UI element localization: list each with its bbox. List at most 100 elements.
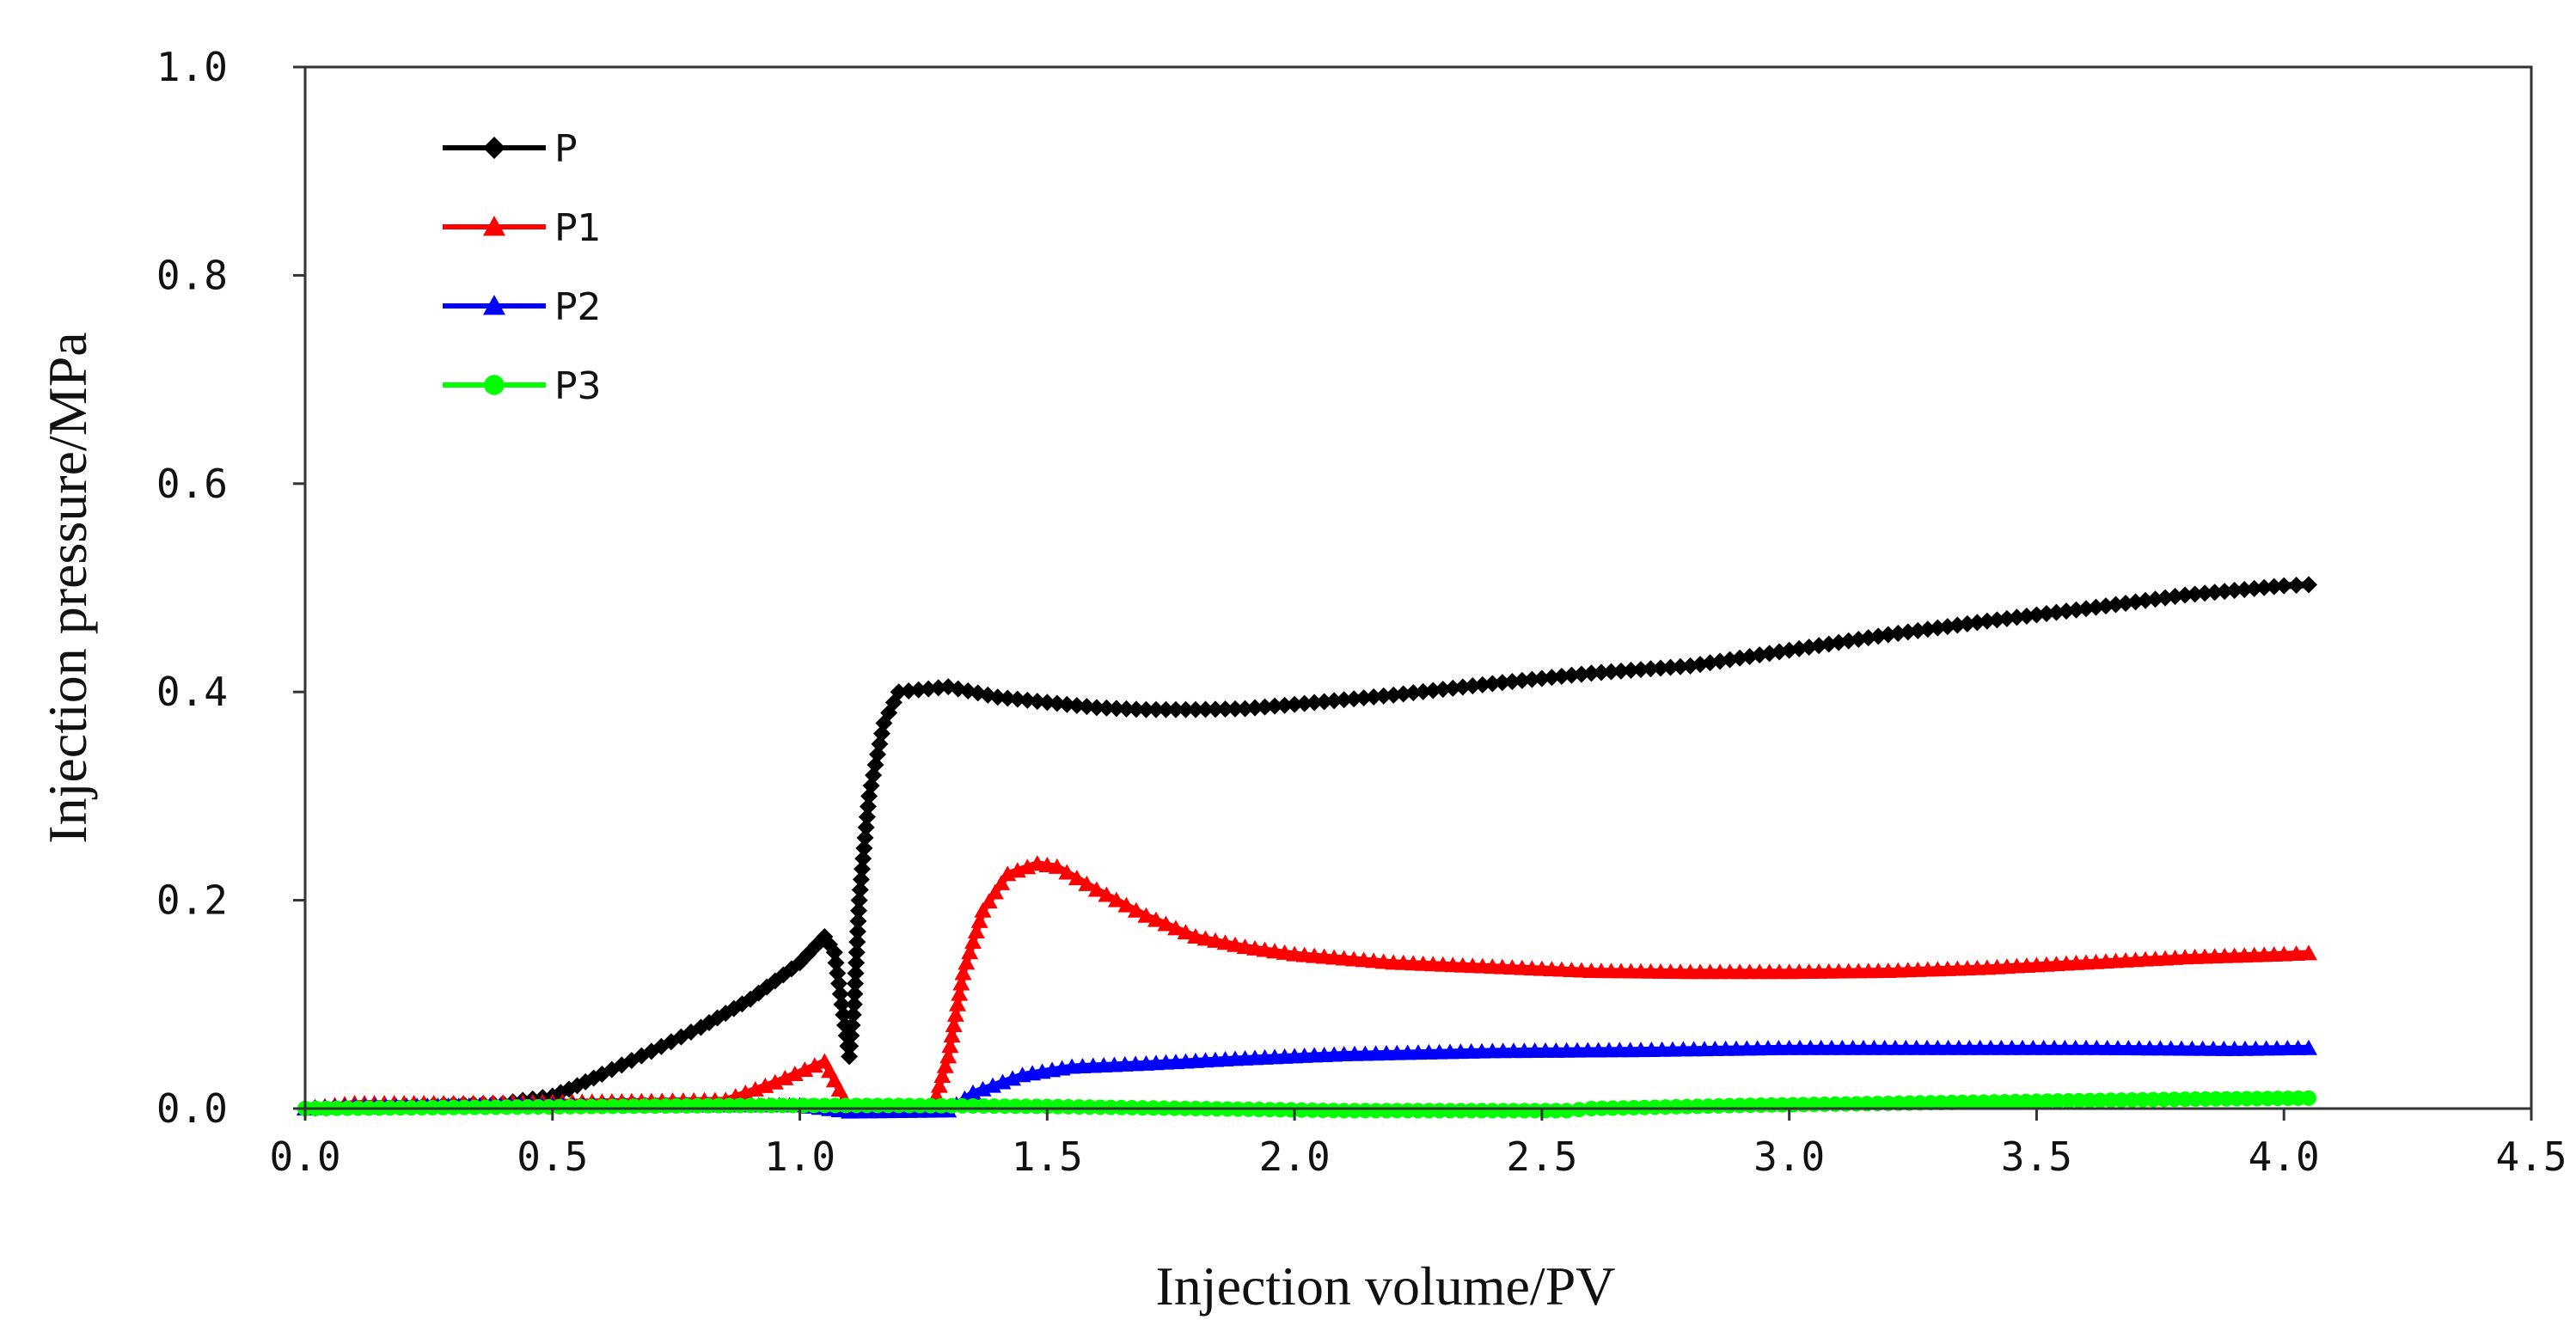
data-point-p bbox=[856, 828, 874, 846]
data-point-p bbox=[1661, 658, 1680, 676]
data-point-p bbox=[1632, 661, 1649, 679]
data-point-p bbox=[1276, 696, 1294, 714]
data-point-p bbox=[2300, 576, 2317, 594]
data-point-p3 bbox=[1474, 1103, 1490, 1119]
data-point-p1 bbox=[1107, 891, 1125, 907]
legend-marker bbox=[484, 375, 505, 395]
data-point-p bbox=[2225, 582, 2243, 600]
data-point-p bbox=[831, 985, 849, 1003]
y-tick-label: 0.2 bbox=[156, 877, 228, 924]
data-point-p3 bbox=[1527, 1103, 1543, 1119]
legend-marker bbox=[483, 216, 505, 236]
data-point-p bbox=[1582, 664, 1600, 682]
data-point-p bbox=[1998, 609, 2016, 627]
legend-item-p1: P1 bbox=[443, 206, 602, 250]
data-point-p bbox=[2216, 583, 2234, 601]
data-point-p bbox=[1563, 666, 1581, 684]
data-point-p3 bbox=[1347, 1103, 1362, 1119]
x-tick-label: 0.0 bbox=[269, 1133, 340, 1180]
data-point-p bbox=[1652, 659, 1670, 677]
data-point-p bbox=[1642, 660, 1660, 678]
data-point-p1 bbox=[1078, 875, 1096, 891]
x-tick-label: 4.0 bbox=[2249, 1133, 2320, 1180]
data-point-p bbox=[835, 1005, 853, 1023]
data-point-p3 bbox=[1506, 1103, 1521, 1119]
data-point-p bbox=[1107, 700, 1125, 718]
data-point-p bbox=[2008, 608, 2026, 626]
data-point-p3 bbox=[1431, 1103, 1447, 1119]
data-point-p bbox=[1672, 657, 1690, 675]
data-point-p1 bbox=[949, 995, 967, 1011]
data-point-p bbox=[1385, 686, 1403, 704]
data-point-p1 bbox=[1087, 881, 1105, 897]
data-point-p bbox=[1038, 693, 1056, 712]
data-point-p bbox=[847, 954, 866, 972]
data-point-p3 bbox=[1442, 1103, 1458, 1119]
data-point-p bbox=[1503, 673, 1521, 691]
data-point-p1 bbox=[1207, 932, 1225, 948]
data-point-p bbox=[999, 689, 1017, 707]
data-point-p1 bbox=[1166, 920, 1184, 936]
data-point-p bbox=[851, 881, 869, 899]
legend-label: P bbox=[554, 127, 578, 171]
data-point-p bbox=[1187, 700, 1204, 718]
data-point-p bbox=[848, 922, 866, 940]
data-point-p1 bbox=[786, 1066, 804, 1082]
data-point-p1 bbox=[2300, 944, 2317, 961]
data-point-p bbox=[855, 840, 873, 857]
data-point-p bbox=[852, 871, 870, 889]
data-point-p bbox=[1523, 670, 1541, 688]
data-point-p3 bbox=[1368, 1103, 1384, 1119]
data-point-p bbox=[854, 850, 872, 868]
data-point-p bbox=[847, 975, 865, 993]
data-point-p bbox=[1196, 700, 1215, 718]
legend-item-p: P bbox=[443, 127, 578, 171]
data-point-p bbox=[854, 860, 872, 878]
data-point-p1 bbox=[1068, 870, 1086, 886]
data-point-p1 bbox=[1127, 901, 1145, 918]
data-point-p bbox=[2186, 585, 2204, 603]
data-point-p bbox=[2067, 601, 2085, 619]
data-point-p bbox=[1513, 671, 1531, 689]
data-point-p bbox=[825, 944, 843, 962]
data-point-p3 bbox=[1484, 1103, 1501, 1119]
x-tick-label: 0.5 bbox=[517, 1133, 588, 1180]
data-point-p bbox=[1622, 661, 1640, 679]
data-point-p bbox=[1453, 678, 1472, 696]
legend-item-p3: P3 bbox=[443, 364, 602, 408]
data-point-p bbox=[1345, 690, 1363, 708]
data-point-p bbox=[1048, 694, 1066, 712]
data-point-p bbox=[1572, 665, 1590, 683]
data-point-p bbox=[1078, 698, 1096, 716]
legend-item-p2: P2 bbox=[443, 285, 602, 329]
data-point-p bbox=[859, 797, 877, 816]
data-point-p1 bbox=[1137, 907, 1155, 923]
data-point-p1 bbox=[974, 901, 992, 918]
data-point-p1 bbox=[945, 1017, 963, 1033]
data-point-p bbox=[900, 681, 918, 700]
data-point-p bbox=[850, 891, 868, 909]
data-point-p bbox=[1424, 681, 1442, 700]
legend-marker bbox=[483, 295, 505, 315]
legend-label: P1 bbox=[554, 206, 602, 250]
data-point-p bbox=[1414, 682, 1432, 700]
data-point-p bbox=[842, 1027, 860, 1045]
data-point-p bbox=[2275, 577, 2293, 595]
data-point-p bbox=[2245, 579, 2263, 597]
data-point-p bbox=[847, 944, 866, 962]
data-point-p1 bbox=[951, 985, 969, 1001]
data-point-p1 bbox=[805, 1057, 823, 1073]
data-point-p1 bbox=[1157, 915, 1175, 932]
data-point-p1 bbox=[1147, 911, 1165, 927]
data-point-p bbox=[1117, 700, 1135, 718]
data-point-p bbox=[844, 1005, 862, 1023]
data-point-p1 bbox=[961, 944, 979, 960]
data-point-p bbox=[1157, 700, 1175, 718]
data-point-p bbox=[988, 688, 1007, 706]
data-point-p bbox=[1019, 691, 1037, 709]
data-point-p1 bbox=[993, 874, 1011, 890]
data-point-p bbox=[1216, 700, 1234, 718]
data-point-p bbox=[1533, 669, 1551, 687]
data-point-p1 bbox=[1227, 936, 1245, 952]
data-point-p bbox=[2037, 605, 2055, 623]
